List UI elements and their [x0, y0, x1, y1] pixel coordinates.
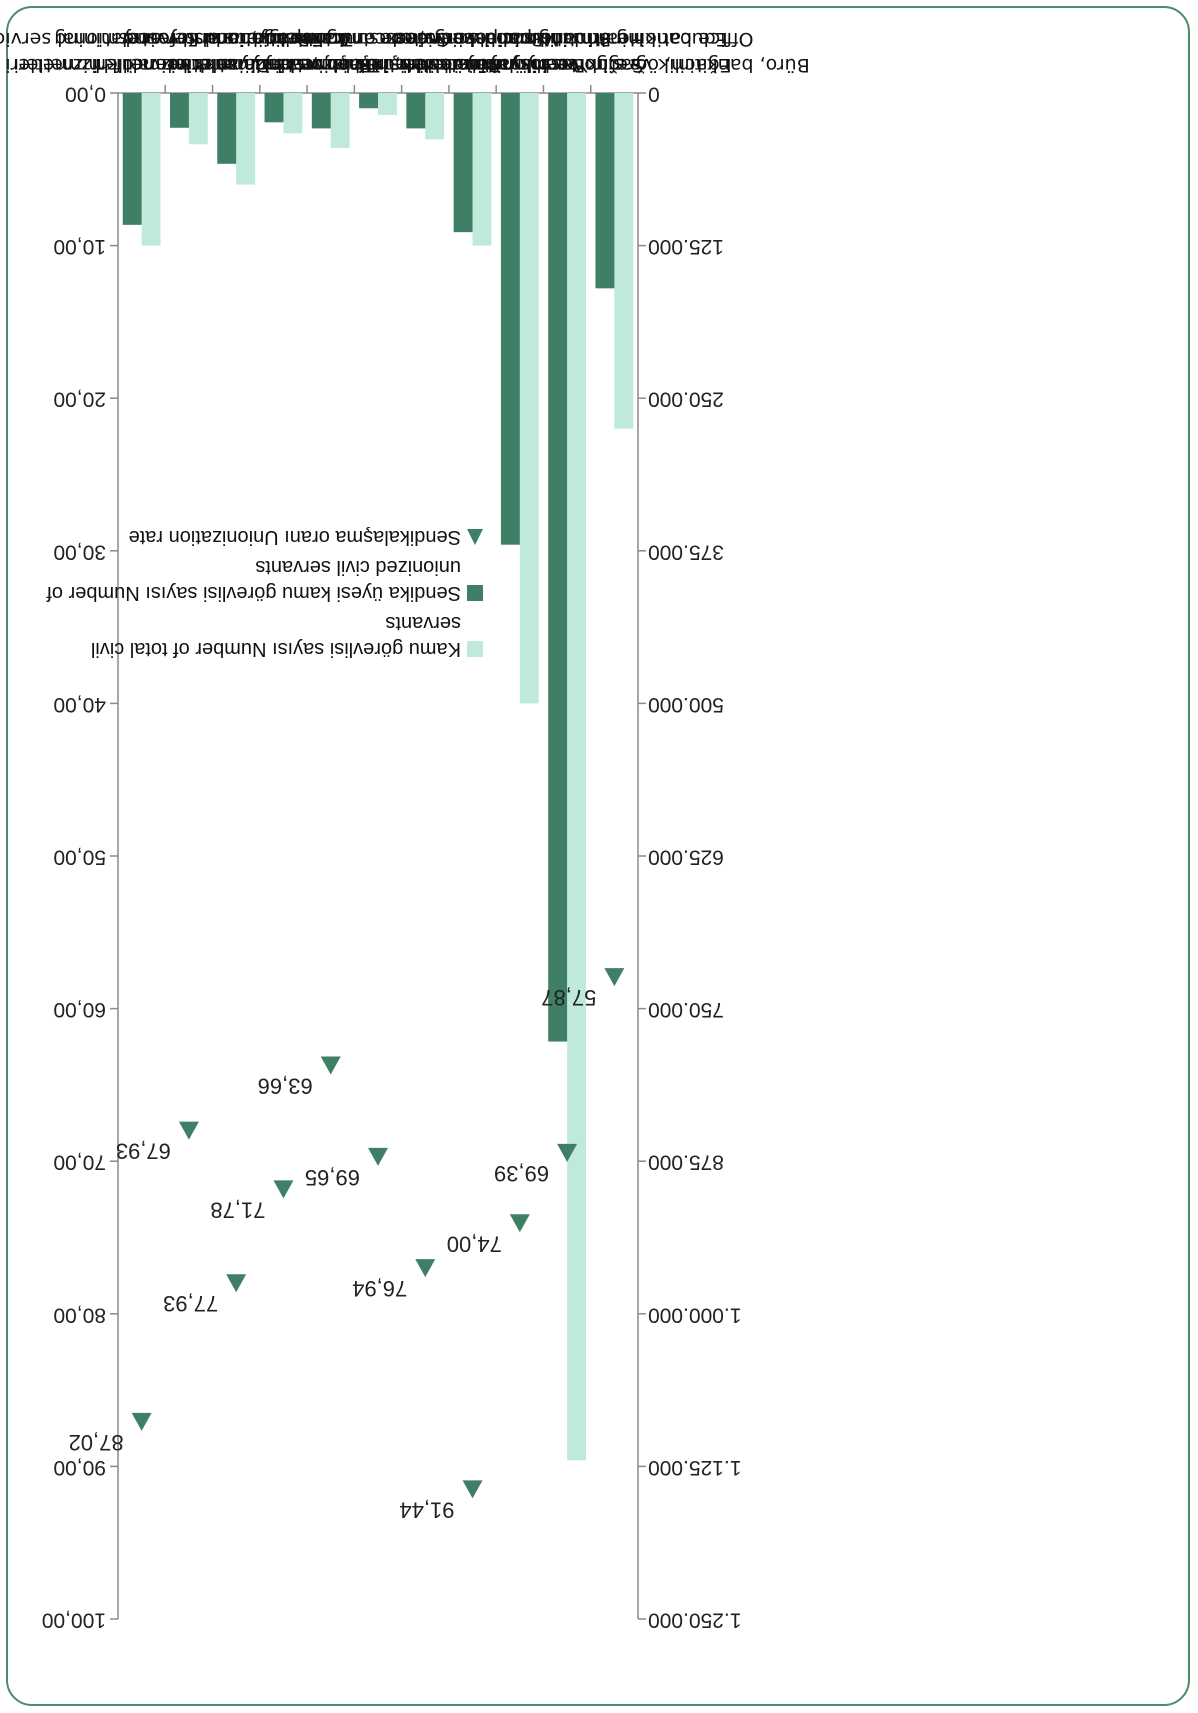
bar-unionized-civil-servants	[595, 93, 615, 289]
rate-marker	[320, 1056, 341, 1075]
legend-swatch	[467, 641, 483, 657]
category-label-en: Public works, construction and rural ser…	[118, 28, 543, 50]
category-label-tr: Diyanet ve vakıf hizmetleri	[14, 54, 270, 76]
right-tick-label: 0,00	[65, 82, 106, 105]
rate-data-label: 63,66	[258, 1073, 313, 1098]
bar-unionized-civil-servants	[264, 93, 284, 123]
chart-frame	[6, 6, 1190, 1706]
bar-total-civil-servants	[567, 93, 586, 1461]
bar-total-civil-servants	[425, 93, 445, 140]
category-label-tr: Enerji, sanayi ve madencilik hizmetleri	[5, 54, 372, 76]
rate-data-label: 77,93	[163, 1291, 218, 1316]
category-label-tr: Sağlık ve sosyal hizmetler	[396, 54, 644, 76]
bar-unionized-civil-servants	[311, 93, 331, 129]
right-tick-label: 80,00	[53, 1303, 106, 1326]
right-tick-label: 10,00	[53, 235, 106, 258]
category-label-en: Health and social services	[396, 28, 644, 50]
right-tick-label: 70,00	[53, 1151, 106, 1174]
rate-marker	[273, 1180, 294, 1199]
right-tick-label: 20,00	[53, 388, 106, 411]
bar-total-civil-servants	[519, 93, 539, 704]
left-tick-label: 500.000	[648, 693, 724, 716]
category-label-tr: Büro, bankacilik ve sigortacilik hizmetl…	[419, 54, 810, 76]
rate-marker	[226, 1274, 247, 1293]
category-label-en: Religious and foundational services	[0, 28, 310, 50]
category-label-tr: Eğitim, öğretim ve bilim hizmetleri	[403, 54, 732, 76]
right-tick-label: 40,00	[53, 693, 106, 716]
right-tick-label: 60,00	[53, 998, 106, 1021]
bar-unionized-civil-servants	[217, 93, 237, 164]
rate-marker	[131, 1412, 152, 1431]
legend-triangle-marker	[467, 529, 483, 545]
left-tick-label: 375.000	[648, 540, 724, 563]
rate-data-label: 67,93	[116, 1139, 171, 1164]
rate-data-label: 57,87	[541, 985, 596, 1010]
category-label-en: Energy, industry and mining	[54, 28, 323, 50]
rate-marker	[178, 1121, 199, 1140]
legend-label: Sendika üyesi kamu görevlisi sayısı Numb…	[46, 556, 461, 604]
category-label-en: Office banking and insurance	[475, 28, 753, 50]
rate-data-label: 69,65	[305, 1165, 360, 1190]
left-tick-label: 750.000	[648, 998, 724, 1021]
category-label-en: Printing publishing and communication	[239, 28, 611, 50]
left-tick-label: 875.000	[648, 1151, 724, 1174]
rate-marker	[462, 1480, 483, 1499]
bar-unionized-civil-servants	[548, 93, 568, 1042]
bar-total-civil-servants	[283, 93, 303, 134]
category-label-en: Municipal services	[385, 28, 559, 50]
category-label-en: Transportation	[215, 28, 353, 50]
bar-total-civil-servants	[614, 93, 634, 429]
right-tick-label: 50,00	[53, 845, 106, 868]
category-label-tr: Ulaştırma hizmetleri	[187, 54, 379, 76]
left-tick-label: 0	[648, 82, 660, 105]
bar-unionized-civil-servants	[453, 93, 473, 233]
left-tick-label: 125.000	[648, 235, 724, 258]
bar-unionized-civil-servants	[170, 93, 189, 128]
bar-total-civil-servants	[141, 93, 161, 246]
bar-total-civil-servants	[188, 93, 208, 145]
rate-marker	[415, 1259, 436, 1278]
legend-label: Sendikalaşma oranı Unionization rate	[129, 526, 461, 548]
left-tick-label: 625.000	[648, 845, 724, 868]
left-tick-label: 250.000	[648, 388, 724, 411]
rate-marker	[509, 1214, 530, 1233]
legend-swatch	[467, 585, 483, 601]
rate-data-label: 87,02	[69, 1430, 124, 1455]
rate-data-label: 69,39	[494, 1161, 549, 1186]
category-label-tr: Kültür ve sanat hizmetleri	[256, 54, 501, 76]
rate-marker	[368, 1147, 388, 1166]
left-tick-label: 1.125.000	[648, 1456, 741, 1479]
bar-total-civil-servants	[378, 93, 397, 115]
chart-rotated-group: 0 125.000 250.000 375.000 500.000 625.000 750.…	[0, 28, 810, 1631]
legend-label: Kamu görevlisi sayısı Number of total ci…	[91, 612, 461, 660]
bar-unionized-civil-servants	[122, 93, 142, 225]
category-label-en: Education instruction and science	[406, 28, 727, 50]
left-tick-label: 1.250.000	[648, 1608, 741, 1631]
left-tick-label: 1.000.000	[648, 1303, 741, 1326]
rate-data-label: 74,00	[447, 1231, 502, 1256]
category-label-tr: Yerel yönetim hizmetleri	[358, 54, 589, 76]
rate-marker	[604, 968, 625, 987]
category-label-en: Agriculture and Forestry	[121, 28, 351, 50]
rate-marker	[557, 1143, 578, 1162]
bar-total-civil-servants	[472, 93, 492, 246]
rate-data-label: 71,78	[210, 1197, 265, 1222]
category-label-en: Culture and art	[306, 28, 450, 50]
bar-unionized-civil-servants	[359, 93, 378, 109]
rate-data-label: 76,94	[352, 1276, 407, 1301]
right-tick-label: 90,00	[53, 1456, 106, 1479]
category-label-tr: Tarım ve ormancılık hizmetleri	[93, 54, 380, 76]
right-tick-label: 30,00	[53, 540, 106, 563]
bar-total-civil-servants	[330, 93, 350, 148]
rate-data-label: 91,44	[399, 1497, 454, 1522]
right-tick-label: 100,00	[42, 1608, 106, 1631]
legend: Kamu görevlisi sayısı Number of total ci…	[46, 526, 483, 660]
category-label-tr: Basın, yayın ve iletişim hizmetleri	[265, 54, 585, 76]
category-label-tr: Bayındırlık, inşaat ve köy hizmetleri	[161, 54, 500, 76]
bar-unionized-civil-servants	[406, 93, 426, 129]
bar-total-civil-servants	[236, 93, 256, 185]
bar-unionized-civil-servants	[500, 93, 520, 545]
